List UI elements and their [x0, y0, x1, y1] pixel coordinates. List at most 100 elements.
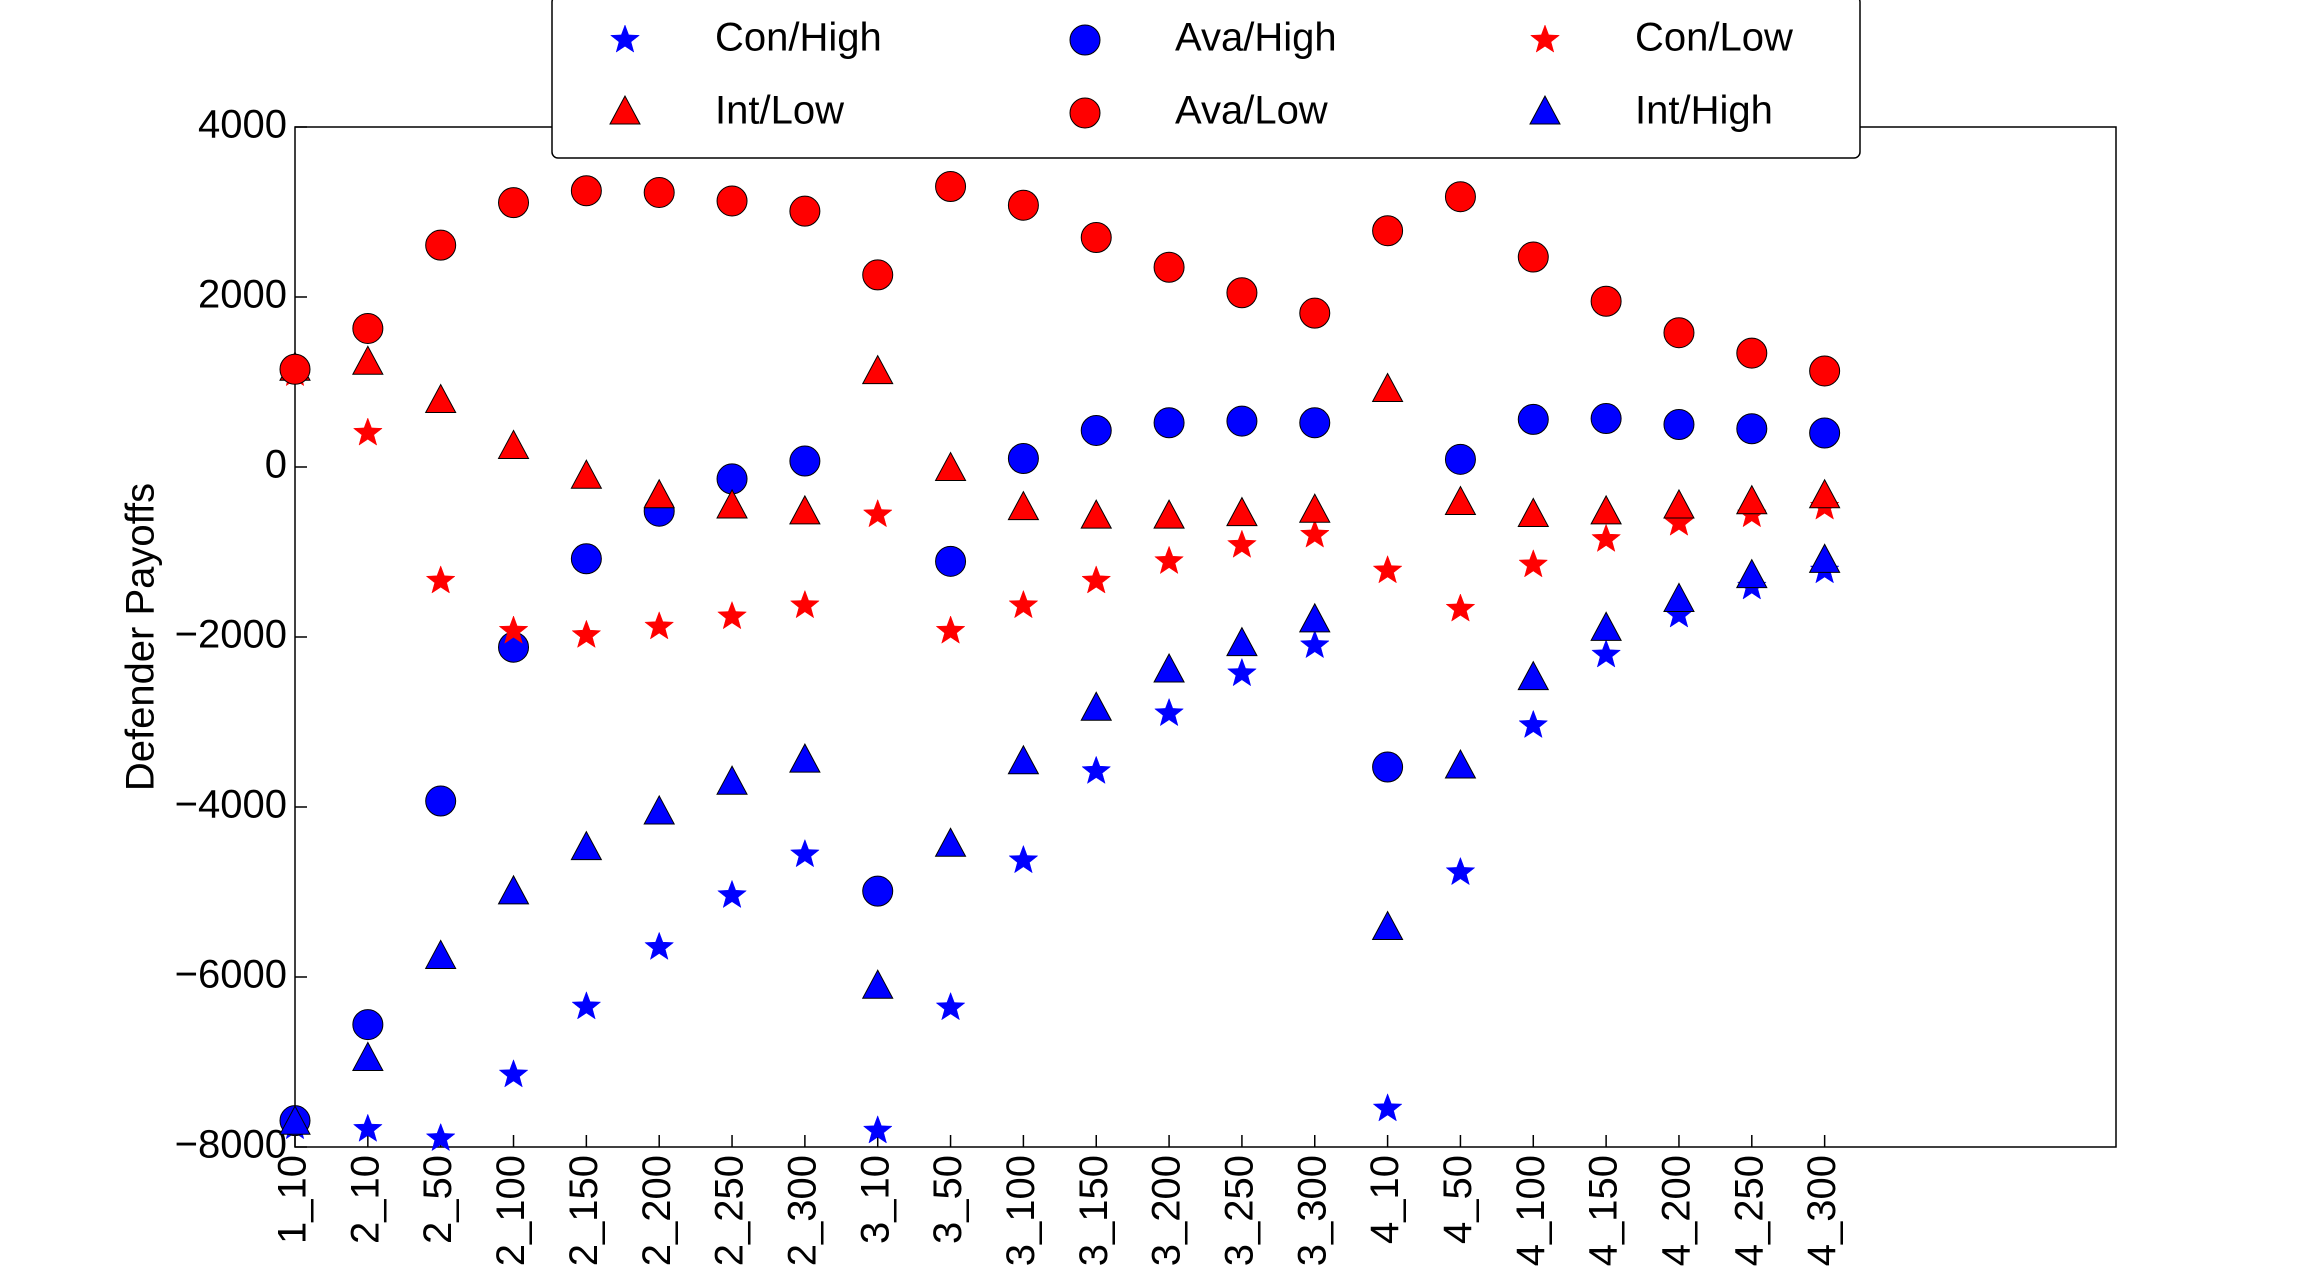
y-tick-label: −8000 — [175, 1123, 287, 1167]
point — [1372, 751, 1404, 783]
x-tick-label: 4_300 — [1800, 1155, 1844, 1266]
x-tick-label: 3_250 — [1217, 1155, 1261, 1266]
x-tick-label: 3_10 — [853, 1155, 897, 1244]
point — [352, 345, 384, 375]
point — [570, 175, 602, 207]
point — [716, 185, 748, 217]
point — [1153, 407, 1185, 439]
point — [498, 615, 529, 644]
point — [352, 312, 384, 344]
x-tick-label: 3_300 — [1290, 1155, 1334, 1266]
point — [352, 1041, 384, 1071]
point — [716, 765, 748, 795]
point — [717, 879, 747, 909]
point — [1299, 297, 1331, 329]
point — [498, 1059, 529, 1088]
point — [1299, 407, 1331, 439]
point — [1299, 629, 1330, 659]
x-tick-label: 2_50 — [416, 1155, 460, 1244]
point — [1808, 478, 1841, 509]
point — [1081, 565, 1112, 594]
point — [934, 827, 967, 857]
point — [425, 1122, 456, 1152]
point — [424, 383, 457, 414]
y-tick-label: 0 — [265, 443, 287, 487]
point — [1663, 488, 1695, 519]
point — [1007, 443, 1039, 474]
x-tick-label: 2_10 — [343, 1155, 387, 1244]
x-tick-label: 2_200 — [635, 1155, 679, 1266]
point — [571, 619, 602, 648]
point — [425, 229, 457, 261]
point — [1007, 189, 1039, 221]
legend-marker — [610, 24, 640, 53]
x-tick-label: 1_10 — [271, 1155, 315, 1244]
point — [935, 991, 966, 1021]
point — [1153, 499, 1185, 529]
legend-label: Int/Low — [715, 89, 844, 133]
x-tick-label: 4_200 — [1655, 1155, 1699, 1266]
point — [498, 187, 530, 219]
point — [352, 1113, 383, 1142]
point — [862, 259, 894, 291]
point — [1153, 251, 1185, 283]
point — [1080, 499, 1113, 529]
y-tick-label: 4000 — [198, 103, 287, 147]
point — [1445, 593, 1476, 622]
point — [1080, 691, 1113, 721]
y-tick-label: −2000 — [175, 613, 287, 657]
legend-marker — [1069, 24, 1101, 56]
legend-marker — [1069, 97, 1101, 129]
legend-label: Con/High — [715, 16, 882, 60]
point — [1736, 337, 1768, 369]
point — [1518, 709, 1549, 739]
point — [1735, 484, 1768, 515]
point — [352, 1009, 384, 1041]
x-tick-label: 2_250 — [708, 1155, 752, 1266]
point — [497, 429, 530, 459]
point — [1808, 543, 1841, 573]
x-tick-label: 2_150 — [562, 1155, 606, 1266]
x-tick-label: 4_10 — [1363, 1155, 1407, 1244]
legend-marker — [609, 94, 641, 125]
x-tick-label: 4_100 — [1509, 1155, 1553, 1266]
x-tick-label: 4_50 — [1436, 1155, 1480, 1244]
legend-marker — [1530, 24, 1560, 53]
point — [1371, 910, 1404, 941]
point — [1735, 558, 1768, 589]
legend-label: Ava/Low — [1175, 89, 1328, 133]
point — [570, 543, 602, 575]
x-tick-label: 3_150 — [1072, 1155, 1116, 1266]
point — [789, 494, 821, 525]
point — [1226, 405, 1258, 437]
point — [862, 498, 893, 528]
x-tick-label: 4_150 — [1582, 1155, 1626, 1266]
point — [643, 478, 676, 509]
point — [497, 874, 530, 905]
legend-label: Int/High — [1635, 89, 1773, 133]
point — [1154, 697, 1184, 727]
point — [1081, 755, 1112, 784]
point — [1007, 490, 1040, 521]
point — [1298, 602, 1331, 633]
point — [935, 615, 966, 644]
point — [1590, 285, 1622, 317]
point — [1227, 529, 1257, 558]
point — [1008, 844, 1039, 874]
point — [643, 794, 676, 825]
point — [1372, 554, 1403, 584]
point — [425, 565, 456, 594]
point — [424, 939, 457, 969]
point — [1372, 1093, 1403, 1122]
point — [1736, 413, 1768, 445]
point — [1080, 414, 1112, 446]
y-tick-label: 2000 — [198, 273, 287, 317]
point — [1518, 549, 1549, 578]
point — [279, 353, 311, 385]
point — [1226, 626, 1258, 657]
y-tick-label: −6000 — [175, 953, 287, 997]
point — [789, 589, 820, 619]
point — [1298, 493, 1331, 523]
